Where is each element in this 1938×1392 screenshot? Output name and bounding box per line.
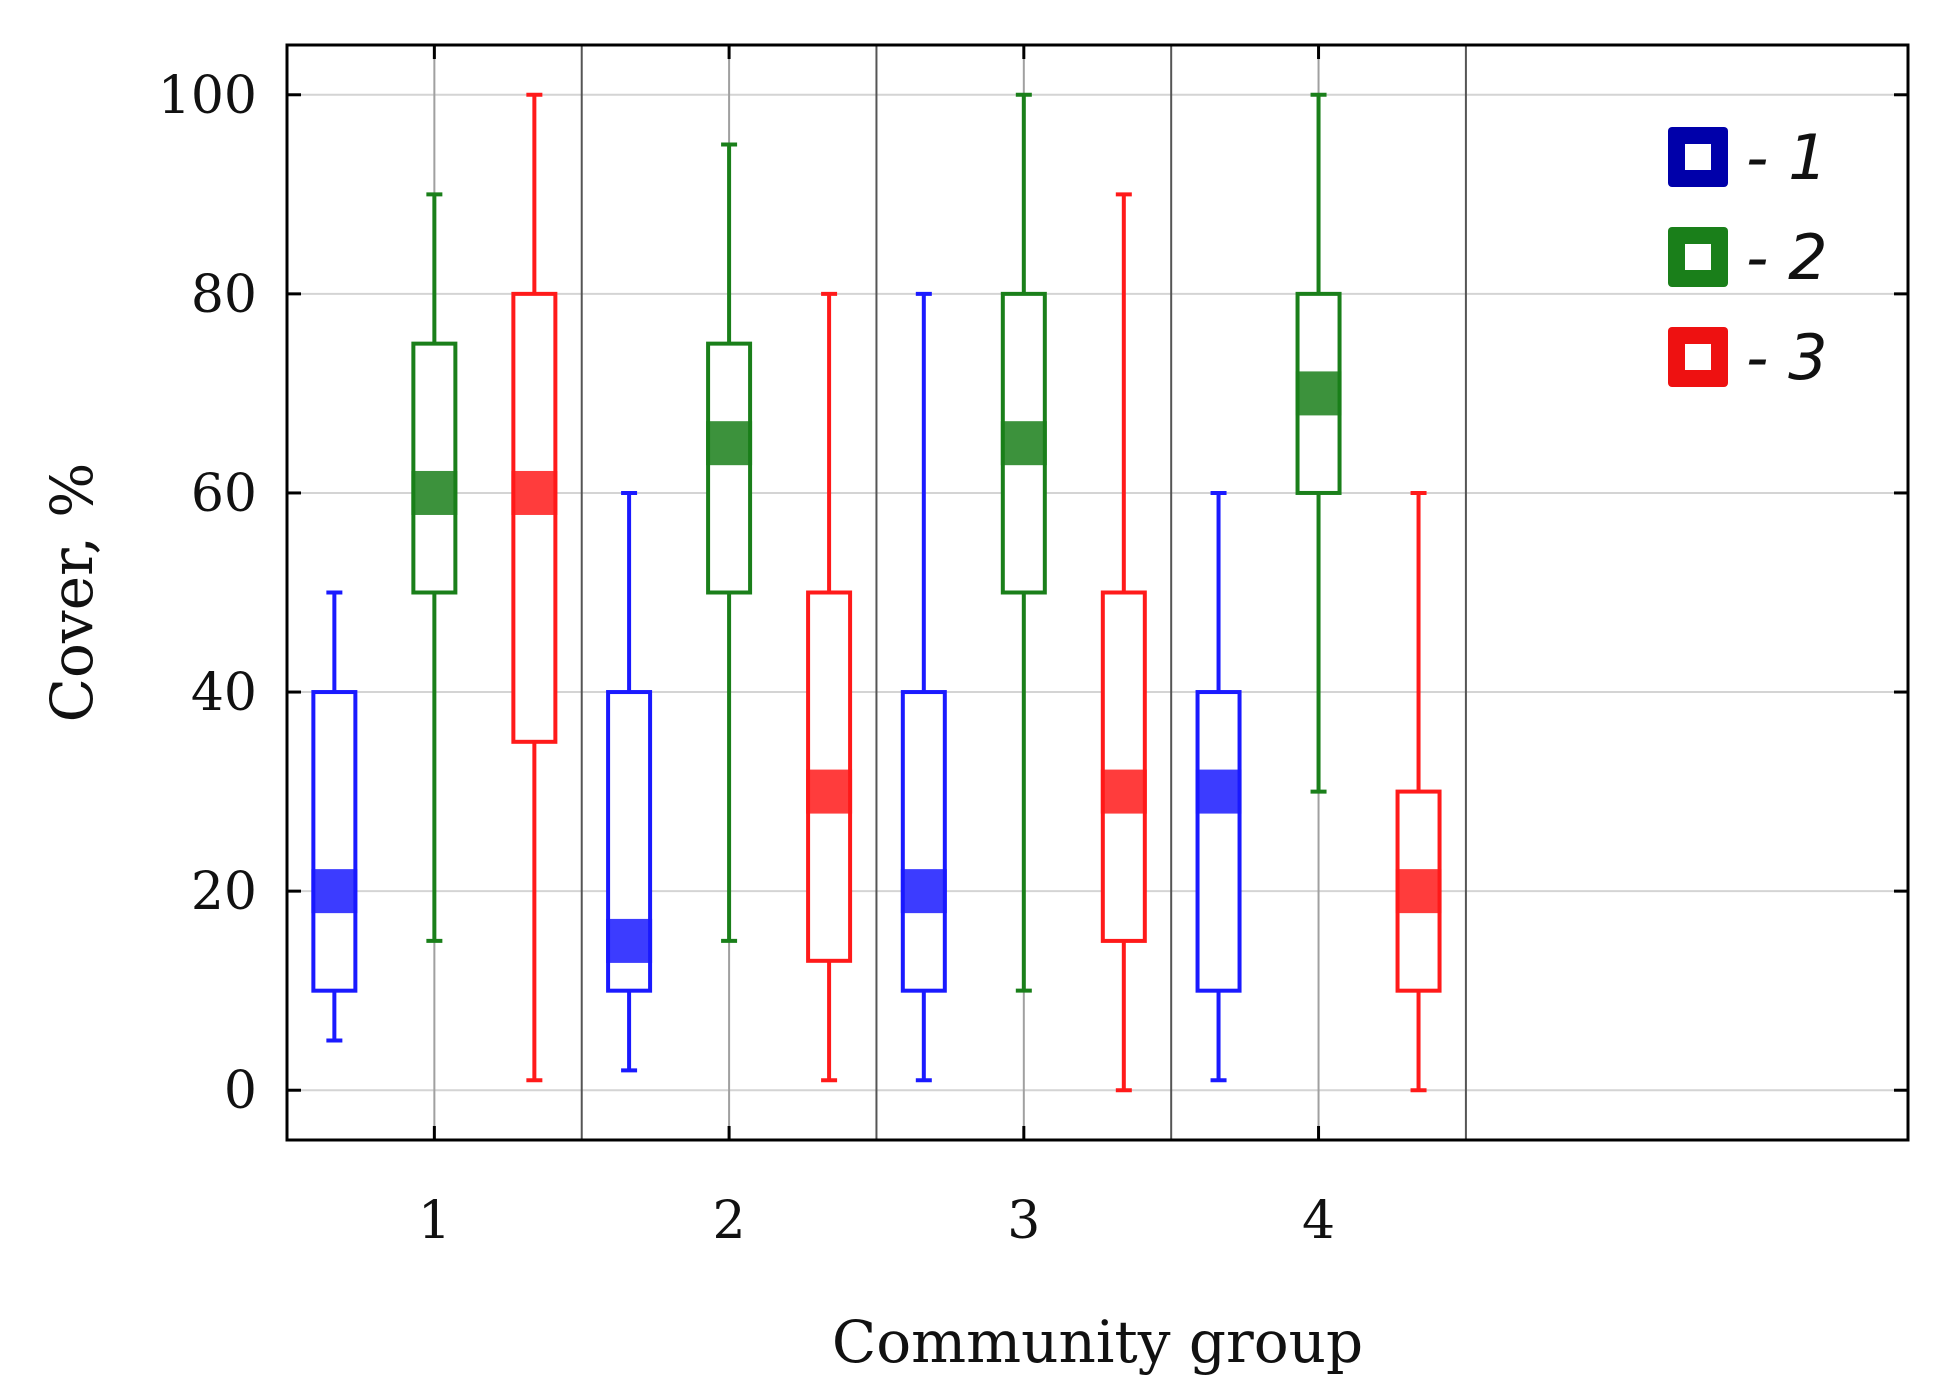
- box-series-2-group-1: [411, 192, 458, 943]
- median-marker: [1100, 769, 1147, 814]
- median-marker: [806, 769, 853, 814]
- iqr-box: [1195, 690, 1242, 993]
- legend-item-3: - 3: [1668, 321, 1828, 394]
- iqr-box: [411, 341, 458, 595]
- median-marker: [606, 918, 653, 963]
- y-axis-title: Cover, %: [38, 463, 106, 723]
- y-tick-label: 20: [191, 862, 257, 922]
- y-tick-label: 0: [224, 1061, 257, 1121]
- median-marker: [706, 421, 753, 466]
- x-tick-label: 2: [713, 1191, 746, 1251]
- median-marker: [1395, 869, 1442, 914]
- box-series-2-group-2: [706, 142, 753, 943]
- legend-item-2: - 2: [1668, 221, 1828, 294]
- axis-ticks: 0 20 40 60 80 100 1 2 3 4: [158, 45, 1908, 1251]
- legend-swatch-inner: [1685, 144, 1711, 170]
- legend-label: - 2: [1746, 221, 1828, 294]
- median-marker: [311, 869, 358, 914]
- iqr-box: [311, 690, 358, 993]
- iqr-box: [706, 341, 753, 595]
- box-series-1-group-1: [311, 590, 358, 1043]
- median-marker: [511, 470, 558, 515]
- median-marker: [1195, 769, 1242, 814]
- legend-label: - 3: [1746, 321, 1828, 394]
- plot-frame: [285, 43, 1910, 1142]
- y-tick-label: 100: [158, 66, 257, 126]
- median-marker: [900, 869, 947, 914]
- box-series-1-group-2: [606, 490, 653, 1073]
- y-tick-label: 80: [191, 265, 257, 325]
- box-series-3-group-3: [1100, 192, 1147, 1093]
- x-axis-title: Community group: [832, 1308, 1363, 1376]
- iqr-box: [900, 690, 947, 993]
- iqr-box: [1100, 590, 1147, 943]
- box-series-2-group-4: [1295, 92, 1342, 794]
- median-marker: [1000, 421, 1047, 466]
- legend-swatch-inner: [1685, 244, 1711, 270]
- box-series-3-group-1: [511, 92, 558, 1083]
- median-marker: [1295, 371, 1342, 416]
- box-series-3-group-2: [806, 291, 853, 1083]
- legend: - 1 - 2 - 3: [1668, 121, 1828, 394]
- x-tick-label: 1: [418, 1191, 451, 1251]
- x-tick-label: 4: [1302, 1191, 1335, 1251]
- legend-label: - 1: [1746, 121, 1828, 194]
- box-series-1-group-4: [1195, 490, 1242, 1083]
- legend-swatch-inner: [1685, 344, 1711, 370]
- boxes: [311, 92, 1442, 1093]
- box-series-1-group-3: [900, 291, 947, 1083]
- legend-item-1: - 1: [1668, 121, 1828, 194]
- box-series-3-group-4: [1395, 490, 1442, 1093]
- y-tick-label: 60: [191, 464, 257, 524]
- box-series-2-group-3: [1000, 92, 1047, 993]
- median-marker: [411, 470, 458, 515]
- x-tick-label: 3: [1007, 1191, 1040, 1251]
- grid: [287, 45, 1908, 1140]
- y-tick-label: 40: [191, 663, 257, 723]
- iqr-box: [511, 291, 558, 744]
